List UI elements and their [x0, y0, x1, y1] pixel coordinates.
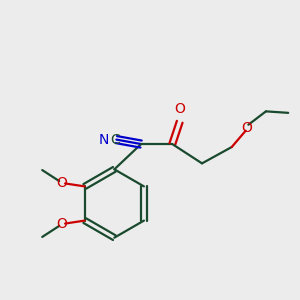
- Text: C: C: [110, 133, 120, 147]
- Text: O: O: [56, 217, 67, 231]
- Text: O: O: [56, 176, 67, 190]
- Text: N: N: [99, 133, 109, 147]
- Text: O: O: [241, 121, 252, 135]
- Text: O: O: [174, 102, 185, 116]
